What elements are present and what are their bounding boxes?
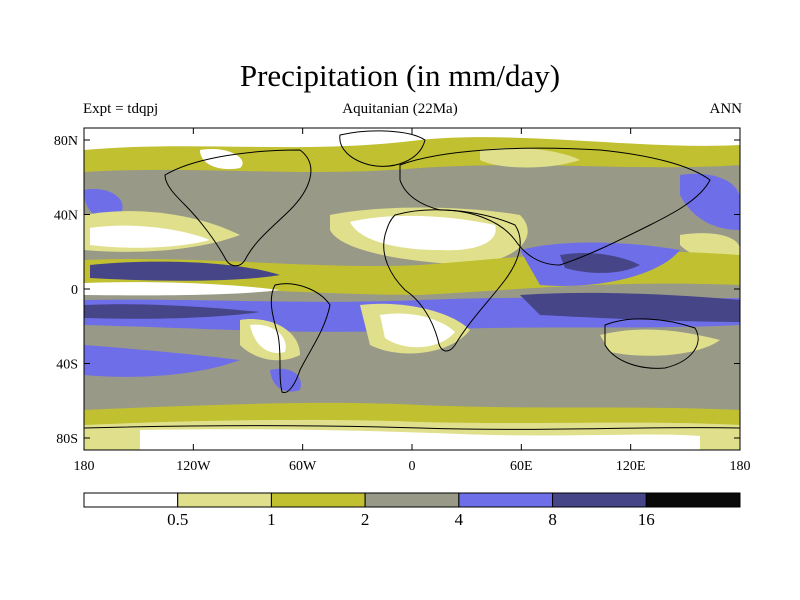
south-atlantic-dry-core xyxy=(380,313,455,348)
lon-tick-label: 60E xyxy=(510,459,533,474)
arctic-dry-patch xyxy=(200,149,243,170)
antarctica-coast xyxy=(84,425,740,430)
lat-tick-label: 40S xyxy=(56,358,78,373)
lat-tick-label: 80N xyxy=(54,134,78,149)
greenland-coast xyxy=(339,130,426,167)
colorbar-swatch xyxy=(364,492,460,508)
lat-tick-label: 80S xyxy=(56,432,78,447)
colorbar-swatch xyxy=(270,492,366,508)
colorbar-label: 0.5 xyxy=(167,510,188,529)
lat-tick-label: 0 xyxy=(71,283,78,298)
australia-coast xyxy=(604,318,699,369)
colorbar-label: 4 xyxy=(455,510,464,529)
north-midlat-band xyxy=(84,170,740,212)
coastlines xyxy=(84,130,740,430)
arctic-light-patch xyxy=(480,148,580,168)
lon-tick-label: 120W xyxy=(176,459,211,474)
south-pacific-convergence xyxy=(84,304,260,319)
experiment-label: Expt = tdqpj xyxy=(83,101,159,117)
australia-dry xyxy=(600,329,720,356)
colorbar-label: 8 xyxy=(548,510,557,529)
north-pacific-dry-core xyxy=(90,225,210,248)
colorbar-swatch xyxy=(458,492,554,508)
south-america-coast xyxy=(270,283,331,394)
saharan-dry-core xyxy=(350,215,496,251)
equatorial-dry-tongue xyxy=(84,282,280,296)
eurasia-coast xyxy=(399,147,711,266)
lon-tick-label: 180 xyxy=(74,459,95,474)
indo-pacific-warm-pool xyxy=(520,292,740,322)
colorbar-label: 16 xyxy=(638,510,655,529)
colorbar-swatch xyxy=(645,492,741,508)
precipitation-field xyxy=(84,128,740,450)
colorbar-label: 2 xyxy=(361,510,370,529)
plot-subtitle: Aquitanian (22Ma) xyxy=(342,101,458,117)
colorbar-swatch xyxy=(177,492,272,508)
colorbar-swatch xyxy=(83,492,179,508)
lon-tick-label: 120E xyxy=(616,459,646,474)
colorbar-swatch xyxy=(552,492,647,508)
longitude-axis: 180 120W 60W 0 60E 120E 180 xyxy=(74,128,751,474)
colorbar-label: 1 xyxy=(267,510,276,529)
africa-coast xyxy=(383,209,521,352)
lon-tick-label: 180 xyxy=(730,459,751,474)
antarctic-dry-core xyxy=(140,429,700,450)
north-pacific-wet xyxy=(84,189,123,218)
arctic-band xyxy=(84,137,740,172)
lon-tick-label: 60W xyxy=(289,459,317,474)
north-america-coast xyxy=(164,149,312,267)
latitude-axis: 80N 40N 0 40S 80S xyxy=(54,134,740,447)
plot-title: Precipitation (in mm/day) xyxy=(239,58,561,93)
northwest-pacific-wet xyxy=(680,173,740,230)
lon-tick-label: 0 xyxy=(409,459,416,474)
season-label: ANN xyxy=(709,101,743,117)
lat-tick-label: 40N xyxy=(54,209,78,224)
itcz-pacific xyxy=(90,261,280,281)
colorbar: 0.5 1 2 4 8 16 xyxy=(83,492,741,529)
south-pacific-wet xyxy=(84,345,240,377)
